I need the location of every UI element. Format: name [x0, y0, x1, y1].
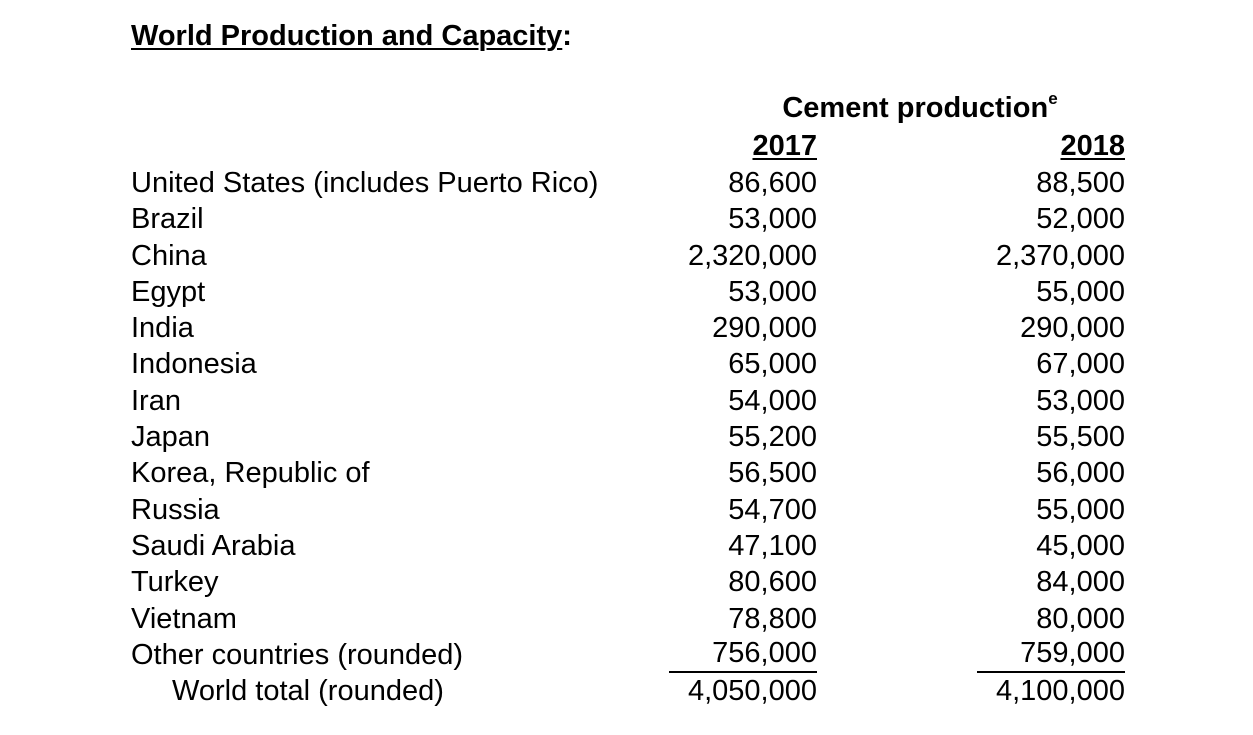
column-group-header: Cement productione [700, 88, 1140, 128]
value-2017: 290,000 [712, 312, 817, 345]
world-total-2017: 4,050,000 [687, 675, 817, 708]
value-2018: 52,000 [1036, 203, 1125, 236]
value-2017: 54,000 [728, 384, 817, 417]
value-2017: 55,200 [728, 421, 817, 454]
world-total-2018: 4,100,000 [995, 675, 1125, 708]
table-row: Iran 54,000 53,000 [0, 383, 1253, 419]
country-label: China [131, 239, 207, 272]
page-title-suffix: : [562, 20, 572, 52]
value-2018: 67,000 [1036, 348, 1125, 381]
country-label: Iran [131, 384, 181, 417]
value-2018: 2,370,000 [995, 239, 1125, 272]
country-label: Brazil [131, 203, 204, 236]
table-row: China 2,320,000 2,370,000 [0, 238, 1253, 274]
country-label: Saudi Arabia [131, 529, 296, 562]
column-header-2018: 2018 [1060, 128, 1125, 164]
value-2018: 55,000 [1036, 275, 1125, 308]
table-row-other-countries: Other countries (rounded) 756,000 759,00… [0, 637, 1253, 673]
table-row: Turkey 80,600 84,000 [0, 564, 1253, 600]
value-2017: 65,000 [728, 348, 817, 381]
table-row: Korea, Republic of 56,500 56,000 [0, 455, 1253, 491]
country-label: Egypt [131, 275, 206, 308]
estimate-note-marker: e [1048, 89, 1058, 109]
column-header-2018-text: 2018 [1060, 130, 1125, 162]
table-row: Japan 55,200 55,500 [0, 419, 1253, 455]
table-row: Russia 54,700 55,000 [0, 492, 1253, 528]
value-2018: 53,000 [1036, 384, 1125, 417]
country-label: Russia [131, 493, 220, 526]
country-label: Korea, Republic of [131, 457, 370, 490]
value-2018: 45,000 [1036, 529, 1125, 562]
value-2017: 86,600 [728, 167, 817, 199]
country-label: Vietnam [131, 602, 237, 635]
table-row: Indonesia 65,000 67,000 [0, 346, 1253, 382]
table-row: Saudi Arabia 47,100 45,000 [0, 528, 1253, 564]
value-2018: 55,000 [1036, 493, 1125, 526]
value-2017: 80,600 [728, 566, 817, 599]
country-label: Other countries (rounded) [131, 638, 464, 671]
country-label: Turkey [131, 566, 219, 599]
value-2017: 56,500 [728, 457, 817, 490]
value-2017: 53,000 [728, 203, 817, 236]
table-row-world-total: World total (rounded) 4,050,000 4,100,00… [0, 673, 1253, 709]
country-label: India [131, 312, 194, 345]
country-label: Japan [131, 421, 211, 454]
column-header-2017-text: 2017 [752, 130, 817, 162]
value-2017: 54,700 [728, 493, 817, 526]
country-label: Indonesia [131, 348, 257, 381]
value-2017: 53,000 [728, 275, 817, 308]
value-2018: 84,000 [1036, 566, 1125, 599]
table-row: Vietnam 78,800 80,000 [0, 601, 1253, 637]
table-row: Brazil 53,000 52,000 [0, 201, 1253, 237]
page-title-text: World Production and Capacity [131, 20, 563, 52]
value-2018: 56,000 [1036, 457, 1125, 490]
table-row: India 290,000 290,000 [0, 310, 1253, 346]
table-row: United States (includes Puerto Rico) 86,… [0, 165, 1253, 201]
column-header-2017: 2017 [752, 128, 817, 164]
world-total-label: World total (rounded) [172, 675, 444, 708]
value-2017: 78,800 [728, 602, 817, 635]
value-2017: 756,000 [669, 637, 817, 673]
table-row: Egypt 53,000 55,000 [0, 274, 1253, 310]
value-2018: 759,000 [977, 637, 1125, 673]
value-2017: 2,320,000 [687, 239, 817, 272]
value-2018: 80,000 [1036, 602, 1125, 635]
value-2017: 47,100 [728, 529, 817, 562]
column-group-header-text: Cement production [782, 92, 1049, 124]
page-title: World Production and Capacity: [131, 18, 572, 54]
production-table-body: United States (includes Puerto Rico) 86,… [0, 165, 1253, 709]
value-2018: 88,500 [1036, 167, 1125, 199]
value-2018: 290,000 [1020, 312, 1125, 345]
value-2018: 55,500 [1036, 421, 1125, 454]
country-label: United States (includes Puerto Rico) [131, 167, 599, 199]
